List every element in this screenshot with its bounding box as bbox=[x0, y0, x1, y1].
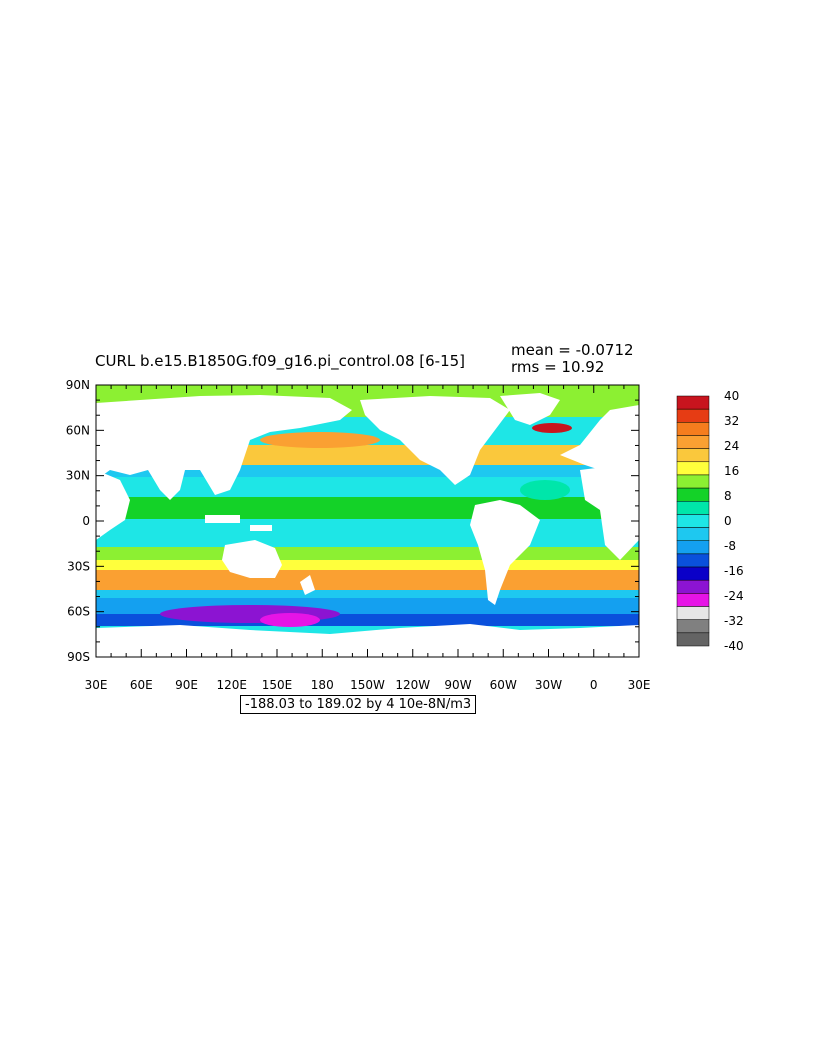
rms-stat: rms = 10.92 bbox=[511, 358, 605, 376]
colorbar-cell bbox=[676, 632, 710, 647]
land-north-america bbox=[360, 396, 510, 485]
lon-tick-label: 120E bbox=[217, 678, 248, 692]
land-africa-east bbox=[580, 465, 639, 560]
colorbar-label: -8 bbox=[724, 539, 736, 553]
colorbar-cell bbox=[676, 435, 710, 449]
lon-tick-label: 30W bbox=[535, 678, 562, 692]
colorbar-cell bbox=[676, 422, 710, 436]
lat-tick-label: 90S bbox=[67, 650, 90, 664]
lat-tick-label: 30S bbox=[67, 559, 90, 573]
colorbar-label: 8 bbox=[724, 489, 732, 503]
colorbar-cell bbox=[676, 593, 710, 607]
lon-tick-label: 150E bbox=[262, 678, 293, 692]
land-africa-west bbox=[96, 470, 130, 540]
colorbar-cell bbox=[676, 487, 710, 502]
colorbar-cell bbox=[676, 606, 710, 620]
land-south-america bbox=[470, 500, 540, 605]
lat-tick-label: 60S bbox=[67, 605, 90, 619]
land-antarctica bbox=[96, 624, 639, 657]
lon-tick-label: 150W bbox=[350, 678, 385, 692]
map-title: CURL b.e15.B1850G.f09_g16.pi_control.08 … bbox=[95, 352, 466, 370]
colorbar-cell bbox=[676, 566, 710, 581]
land-australia bbox=[222, 540, 282, 578]
colorbar-label: 16 bbox=[724, 464, 739, 478]
latitude-axis: 90N 60N 30N 0 30S 60S 90S bbox=[66, 378, 639, 664]
lon-tick-label: 60E bbox=[130, 678, 153, 692]
southern-magenta-patch bbox=[260, 613, 320, 627]
south-tropic-band bbox=[96, 519, 639, 547]
lat-tick-label: 30N bbox=[66, 469, 90, 483]
colorbar-cell bbox=[676, 408, 710, 423]
lon-tick-label: 30E bbox=[85, 678, 108, 692]
lon-tick-label: 90E bbox=[175, 678, 198, 692]
land-europe-west bbox=[560, 405, 639, 470]
land-eurasia bbox=[96, 395, 352, 500]
colorbar-label: 32 bbox=[724, 414, 739, 428]
south-orange-band bbox=[96, 570, 639, 590]
lon-tick-label: 120W bbox=[395, 678, 430, 692]
lat-tick-label: 60N bbox=[66, 423, 90, 437]
colorbar-label: 24 bbox=[724, 439, 739, 453]
lon-tick-label: 0 bbox=[590, 678, 598, 692]
colorbar-cell bbox=[676, 448, 710, 463]
lat-tick-label: 90N bbox=[66, 378, 90, 392]
south-cyan-band bbox=[96, 590, 639, 598]
lon-tick-label: 180 bbox=[311, 678, 334, 692]
colorbar-label: -24 bbox=[724, 589, 744, 603]
colorbar-cell bbox=[676, 619, 710, 634]
land-indonesia bbox=[205, 515, 240, 523]
atlantic-green-patch bbox=[520, 480, 570, 500]
equator-band bbox=[96, 497, 639, 519]
land-new-guinea bbox=[250, 525, 272, 531]
land-new-zealand bbox=[300, 575, 315, 595]
colorbar-cell bbox=[676, 501, 710, 515]
colorbar-label: 0 bbox=[724, 514, 732, 528]
lon-tick-label: 30E bbox=[628, 678, 651, 692]
colorbar-label: -16 bbox=[724, 564, 744, 578]
land-greenland bbox=[500, 393, 560, 425]
contour-range-note: -188.03 to 189.02 by 4 10e-8N/m3 bbox=[240, 695, 477, 714]
lon-tick-label: 60W bbox=[490, 678, 517, 692]
colorbar-cell bbox=[676, 527, 710, 541]
colorbar-cell bbox=[676, 474, 710, 489]
longitude-axis: 30E 60E 90E 120E 150E 180 150W 120W 90W 60W 30W 0 30… bbox=[85, 385, 651, 692]
colorbar-label: -40 bbox=[724, 639, 744, 653]
colorbar-label: -32 bbox=[724, 614, 744, 628]
lat-tick-label: 0 bbox=[82, 514, 90, 528]
colorbar-cell bbox=[676, 461, 710, 476]
colorbar-cell bbox=[676, 553, 710, 568]
mean-stat: mean = -0.0712 bbox=[511, 341, 634, 359]
colorbar-label: 40 bbox=[724, 389, 739, 403]
pacific-north-orange bbox=[260, 432, 380, 448]
colorbar-cell bbox=[676, 579, 710, 594]
colorbar-cell bbox=[676, 540, 710, 555]
atlantic-red-patch bbox=[532, 423, 572, 433]
colorbar: 40 32 24 16 8 0 -8 -16 -24 -32 -40 bbox=[676, 389, 744, 653]
lon-tick-label: 90W bbox=[444, 678, 471, 692]
colorbar-cell bbox=[676, 514, 710, 528]
colorbar-cell bbox=[676, 395, 710, 410]
